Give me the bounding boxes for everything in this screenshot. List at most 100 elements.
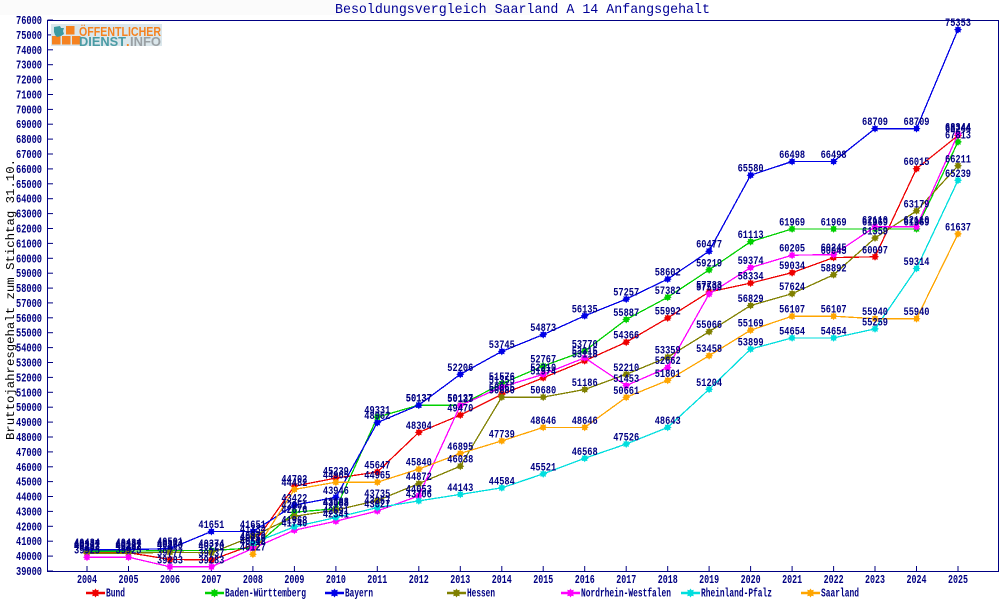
svg-text:65000: 65000 xyxy=(16,179,42,192)
svg-text:50680: 50680 xyxy=(530,386,556,398)
svg-text:52206: 52206 xyxy=(447,363,473,375)
svg-text:40327: 40327 xyxy=(74,540,100,552)
svg-text:Saarland: Saarland xyxy=(821,588,859,600)
svg-text:40870: 40870 xyxy=(240,532,266,544)
svg-text:56107: 56107 xyxy=(779,305,805,317)
svg-text:52662: 52662 xyxy=(655,356,681,368)
svg-text:2023: 2023 xyxy=(865,574,885,587)
svg-text:2007: 2007 xyxy=(201,574,221,587)
svg-text:51801: 51801 xyxy=(655,369,681,381)
svg-text:47739: 47739 xyxy=(489,429,515,441)
svg-text:46568: 46568 xyxy=(572,447,598,459)
svg-text:61000: 61000 xyxy=(16,238,42,251)
svg-text:.: . xyxy=(126,34,130,49)
svg-text:44584: 44584 xyxy=(489,476,515,488)
svg-text:44872: 44872 xyxy=(406,472,432,484)
svg-text:45521: 45521 xyxy=(530,462,556,474)
svg-text:51000: 51000 xyxy=(16,387,42,400)
svg-text:39737: 39737 xyxy=(198,549,224,561)
svg-text:57733: 57733 xyxy=(696,281,722,293)
svg-text:49470: 49470 xyxy=(447,404,473,416)
svg-text:44965: 44965 xyxy=(364,471,390,483)
svg-text:48000: 48000 xyxy=(16,432,42,445)
svg-text:2022: 2022 xyxy=(824,574,844,587)
svg-text:68709: 68709 xyxy=(862,117,888,129)
svg-text:50680: 50680 xyxy=(489,386,515,398)
svg-text:58334: 58334 xyxy=(738,272,764,284)
svg-text:55940: 55940 xyxy=(904,307,930,319)
svg-text:2017: 2017 xyxy=(616,574,636,587)
svg-text:62110: 62110 xyxy=(904,215,930,227)
svg-text:39777: 39777 xyxy=(157,548,183,560)
svg-text:2016: 2016 xyxy=(575,574,595,587)
svg-text:65239: 65239 xyxy=(945,169,971,181)
svg-text:60097: 60097 xyxy=(862,245,888,257)
svg-text:61969: 61969 xyxy=(779,217,805,229)
svg-text:46038: 46038 xyxy=(447,455,473,467)
svg-text:55169: 55169 xyxy=(738,319,764,331)
svg-text:54654: 54654 xyxy=(821,326,847,338)
svg-text:2004: 2004 xyxy=(77,574,97,587)
svg-text:63000: 63000 xyxy=(16,209,42,222)
svg-text:48646: 48646 xyxy=(572,416,598,428)
svg-text:42951: 42951 xyxy=(281,501,307,513)
svg-text:2015: 2015 xyxy=(533,574,553,587)
svg-text:40327: 40327 xyxy=(116,540,142,552)
svg-text:Rheinland-Pfalz: Rheinland-Pfalz xyxy=(701,588,772,600)
svg-text:2008: 2008 xyxy=(243,574,263,587)
svg-text:53315: 53315 xyxy=(572,346,598,358)
svg-text:Bund: Bund xyxy=(106,588,125,600)
svg-text:45239: 45239 xyxy=(323,467,349,479)
svg-text:58000: 58000 xyxy=(16,283,42,296)
svg-text:40542: 40542 xyxy=(240,537,266,549)
svg-text:2021: 2021 xyxy=(782,574,802,587)
svg-text:2009: 2009 xyxy=(284,574,304,587)
svg-text:60000: 60000 xyxy=(16,253,42,266)
svg-text:56135: 56135 xyxy=(572,304,598,316)
svg-text:69000: 69000 xyxy=(16,119,42,132)
svg-text:65580: 65580 xyxy=(738,164,764,176)
svg-text:50000: 50000 xyxy=(16,402,42,415)
svg-text:40227: 40227 xyxy=(116,541,142,553)
svg-text:Hessen: Hessen xyxy=(467,588,495,600)
svg-text:Baden-Württemberg: Baden-Württemberg xyxy=(225,588,306,600)
svg-text:76000: 76000 xyxy=(16,15,42,28)
svg-text:75353: 75353 xyxy=(945,18,971,30)
svg-text:50123: 50123 xyxy=(447,394,473,406)
svg-text:47000: 47000 xyxy=(16,447,42,460)
svg-text:66015: 66015 xyxy=(904,157,930,169)
svg-text:39000: 39000 xyxy=(16,566,42,579)
svg-text:54366: 54366 xyxy=(613,331,639,343)
svg-text:60245: 60245 xyxy=(821,243,847,255)
svg-text:2011: 2011 xyxy=(367,574,387,587)
svg-text:44053: 44053 xyxy=(406,484,432,496)
svg-text:2025: 2025 xyxy=(948,574,968,587)
svg-text:46000: 46000 xyxy=(16,462,42,475)
svg-text:51186: 51186 xyxy=(572,378,598,390)
svg-text:53899: 53899 xyxy=(738,338,764,350)
svg-text:44143: 44143 xyxy=(447,483,473,495)
svg-text:59034: 59034 xyxy=(779,261,805,273)
svg-text:42676: 42676 xyxy=(281,505,307,517)
svg-text:2018: 2018 xyxy=(658,574,678,587)
svg-text:75000: 75000 xyxy=(16,30,42,43)
svg-text:50137: 50137 xyxy=(406,394,432,406)
svg-text:41740: 41740 xyxy=(281,519,307,531)
svg-text:INFO: INFO xyxy=(130,34,161,49)
svg-text:39925: 39925 xyxy=(116,546,142,558)
svg-text:71000: 71000 xyxy=(16,90,42,103)
svg-text:46895: 46895 xyxy=(447,442,473,454)
svg-text:58602: 58602 xyxy=(655,268,681,280)
svg-text:57000: 57000 xyxy=(16,298,42,311)
svg-text:2013: 2013 xyxy=(450,574,470,587)
svg-text:54654: 54654 xyxy=(779,326,805,338)
svg-text:52210: 52210 xyxy=(613,363,639,375)
svg-text:60477: 60477 xyxy=(696,240,722,252)
svg-text:39283: 39283 xyxy=(157,555,183,567)
svg-text:40193: 40193 xyxy=(116,542,142,554)
svg-text:43000: 43000 xyxy=(16,506,42,519)
svg-text:39283: 39283 xyxy=(198,555,224,567)
svg-text:61969: 61969 xyxy=(862,217,888,229)
svg-text:Bruttojahresgehalt zum Stichta: Bruttojahresgehalt zum Stichtag 31.10. xyxy=(4,159,18,440)
svg-text:66498: 66498 xyxy=(821,150,847,162)
